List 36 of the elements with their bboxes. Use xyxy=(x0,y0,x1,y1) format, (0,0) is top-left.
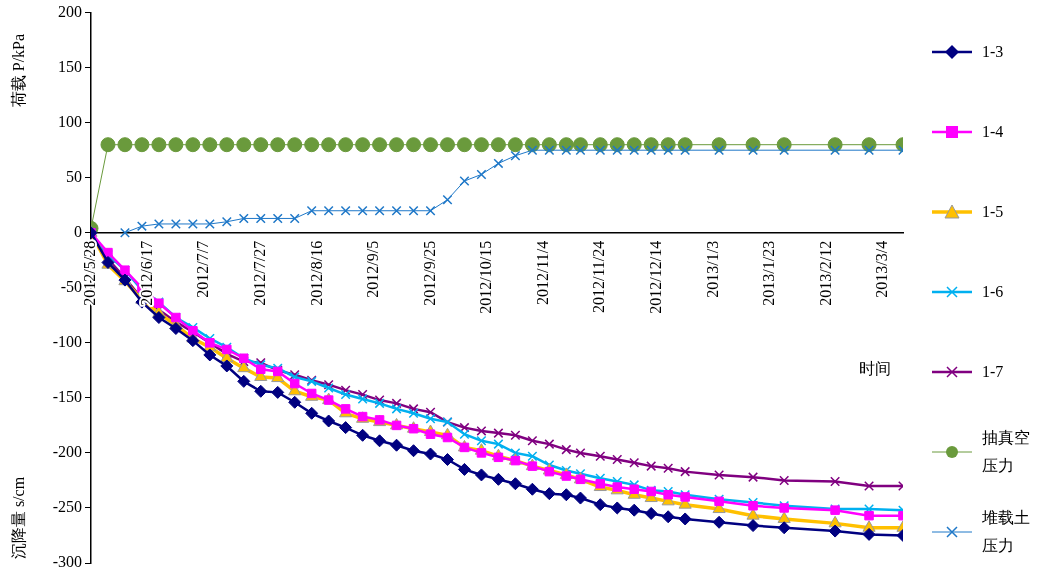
legend-label: 1-3 xyxy=(982,42,1004,62)
x-tick-label: 2012/11/4 xyxy=(533,240,551,306)
y-tick-label: 100 xyxy=(58,112,82,130)
x-tick-label: 2012/7/27 xyxy=(250,240,268,306)
x-tick-label: 2012/9/25 xyxy=(420,240,438,306)
y-tick-label: 150 xyxy=(58,57,82,75)
x-tick-label: 2012/6/17 xyxy=(137,240,155,306)
legend-label: 1-4 xyxy=(982,122,1004,142)
y-tick-label: 0 xyxy=(74,222,82,240)
x-axis-title: 时间 xyxy=(859,359,891,377)
y-tick-label: -150 xyxy=(52,388,82,406)
y-tick-label: -200 xyxy=(52,443,82,461)
legend-label: 堆载土压力 xyxy=(982,508,1031,556)
x-tick-label: 2013/3/4 xyxy=(873,240,891,298)
x-tick-label: 2012/5/28 xyxy=(81,240,99,306)
x-tick-label: 2013/2/12 xyxy=(816,240,834,306)
x-tick-label: 2013/1/23 xyxy=(760,240,778,306)
x-tick-label: 2012/12/14 xyxy=(647,240,665,314)
y-tick-label: -50 xyxy=(60,278,82,295)
x-tick-label: 2012/7/7 xyxy=(194,240,212,298)
y-tick-label: -250 xyxy=(52,498,82,516)
y-tick-label: 200 xyxy=(58,2,82,20)
y-tick-label: -300 xyxy=(52,553,82,571)
x-tick-label: 2012/11/24 xyxy=(590,240,608,314)
x-tick-label: 2012/8/16 xyxy=(307,240,325,306)
legend-label: 1-6 xyxy=(982,282,1004,302)
x-tick-label: 2013/1/3 xyxy=(703,240,721,298)
x-tick-label: 2012/10/15 xyxy=(477,240,495,314)
legend-label: 抽真空压力 xyxy=(982,428,1031,476)
x-tick-label: 2012/9/5 xyxy=(364,240,382,298)
y-tick-label: -100 xyxy=(52,333,82,351)
y-axis-title: 荷载 P/kPa xyxy=(10,33,28,108)
y-tick-label: 50 xyxy=(66,167,82,185)
legend-label: 1-5 xyxy=(982,202,1004,222)
legend-label: 1-7 xyxy=(982,362,1004,382)
text: 沉降量 s/cm xyxy=(10,476,28,560)
